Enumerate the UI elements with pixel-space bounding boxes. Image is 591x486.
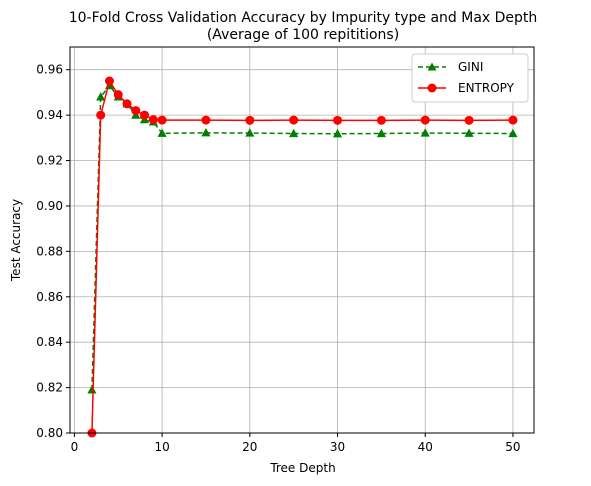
point-gini: [96, 92, 106, 101]
legend-entropy-label: ENTROPY: [458, 81, 515, 95]
series-gini: [87, 80, 518, 394]
legend-gini-label: GINI: [458, 60, 483, 74]
point-entropy: [113, 90, 123, 100]
point-gini: [420, 128, 430, 137]
series-line-gini: [91, 84, 513, 390]
series-entropy: [87, 76, 518, 438]
axis-ticks: 0 10 20 30 40 50 0.80 0.82 0.84 0.86 0.88 0.90 0.92 0…: [36, 63, 520, 454]
point-gini: [87, 385, 97, 394]
point-entropy: [333, 115, 343, 125]
legend-gini-marker-icon: [427, 62, 437, 71]
y-tick-label: 0.88: [36, 244, 63, 258]
point-entropy: [420, 115, 430, 125]
legend-box: [411, 53, 529, 103]
y-tick-label: 0.82: [36, 381, 63, 395]
x-tick-label: 40: [418, 440, 433, 454]
y-tick-label: 0.96: [36, 63, 63, 77]
point-entropy: [201, 115, 211, 125]
y-tick-label: 0.84: [36, 335, 63, 349]
x-tick-label: 20: [242, 440, 257, 454]
point-gini: [201, 128, 211, 137]
point-entropy: [376, 115, 386, 125]
point-entropy: [148, 115, 158, 125]
x-tick-label: 50: [505, 440, 520, 454]
y-axis-label: Test Accuracy: [9, 199, 23, 282]
point-gini: [376, 128, 386, 138]
legend-entropy-marker-icon: [427, 83, 437, 93]
y-tick-label: 0.86: [36, 290, 63, 304]
y-tick-label: 0.90: [36, 199, 63, 213]
chart-title: 10-Fold Cross Validation Accuracy by Imp…: [69, 10, 538, 26]
point-gini: [464, 128, 474, 137]
x-tick-label: 30: [330, 440, 345, 454]
point-gini: [157, 128, 167, 137]
point-gini: [508, 128, 518, 138]
plot-frame: [69, 46, 535, 434]
y-tick-label: 0.94: [36, 108, 63, 122]
point-gini: [289, 128, 299, 138]
point-entropy: [245, 115, 255, 125]
y-tick-label: 0.92: [36, 154, 63, 168]
x-tick-label: 0: [71, 440, 79, 454]
y-tick-label: 0.80: [36, 426, 63, 440]
x-tick-label: 10: [154, 440, 169, 454]
point-entropy: [140, 110, 150, 120]
point-entropy: [508, 115, 518, 125]
point-entropy: [104, 76, 114, 86]
point-entropy: [122, 99, 132, 109]
chart-subtitle: (Average of 100 repititions): [207, 27, 399, 43]
x-axis-label: Tree Depth: [269, 461, 335, 475]
series-layer: [87, 76, 518, 438]
point-entropy: [464, 115, 474, 125]
legend: GINI ENTROPY: [411, 53, 529, 103]
point-entropy: [289, 115, 299, 125]
point-entropy: [131, 106, 141, 116]
point-entropy: [96, 110, 106, 120]
point-gini: [245, 128, 255, 137]
point-gini: [332, 128, 343, 138]
grid: [70, 47, 534, 434]
point-entropy: [157, 115, 167, 125]
